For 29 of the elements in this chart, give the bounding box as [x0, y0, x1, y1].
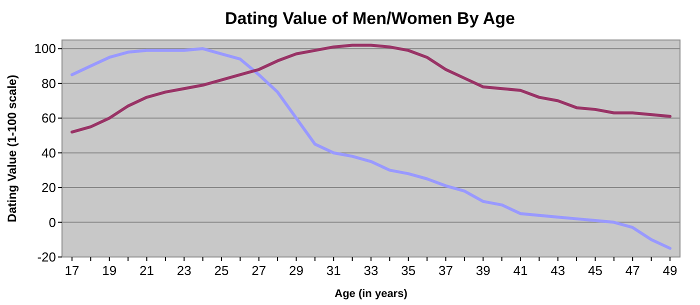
x-tick-label: 47 [625, 263, 640, 278]
chart-title: Dating Value of Men/Women By Age [225, 9, 515, 28]
x-tick-label: 39 [476, 263, 490, 278]
y-tick-label: -20 [37, 250, 56, 265]
x-tick-label: 33 [364, 263, 378, 278]
line-series [70, 44, 672, 134]
line-series [70, 47, 672, 250]
x-tick-label: 49 [662, 263, 678, 278]
x-tick-label: 31 [326, 263, 341, 278]
y-tick-label: 60 [42, 110, 56, 126]
y-tick-label: 100 [34, 41, 56, 56]
x-tick-label: 21 [140, 263, 154, 278]
x-tick-label: 35 [401, 263, 416, 278]
x-tick-label: 29 [289, 263, 304, 278]
x-tick-label: 17 [64, 263, 80, 278]
x-tick-label: 23 [176, 263, 192, 278]
y-tick-label: 40 [42, 145, 56, 160]
x-tick-label: 37 [438, 263, 453, 278]
y-axis-title: Dating Value (1-100 scale) [5, 74, 19, 222]
y-tick-label: 20 [42, 180, 56, 196]
x-tick-label: 19 [102, 263, 117, 278]
x-tick-label: 45 [588, 263, 602, 278]
x-tick-label: 27 [252, 263, 266, 278]
y-tick-label: 80 [42, 76, 56, 91]
x-axis-title: Age (in years) [334, 288, 408, 300]
x-tick-label: 41 [513, 263, 528, 278]
y-tick-label: 0 [48, 214, 56, 230]
x-tick-label: 25 [214, 263, 229, 278]
x-tick-label: 43 [550, 263, 566, 278]
